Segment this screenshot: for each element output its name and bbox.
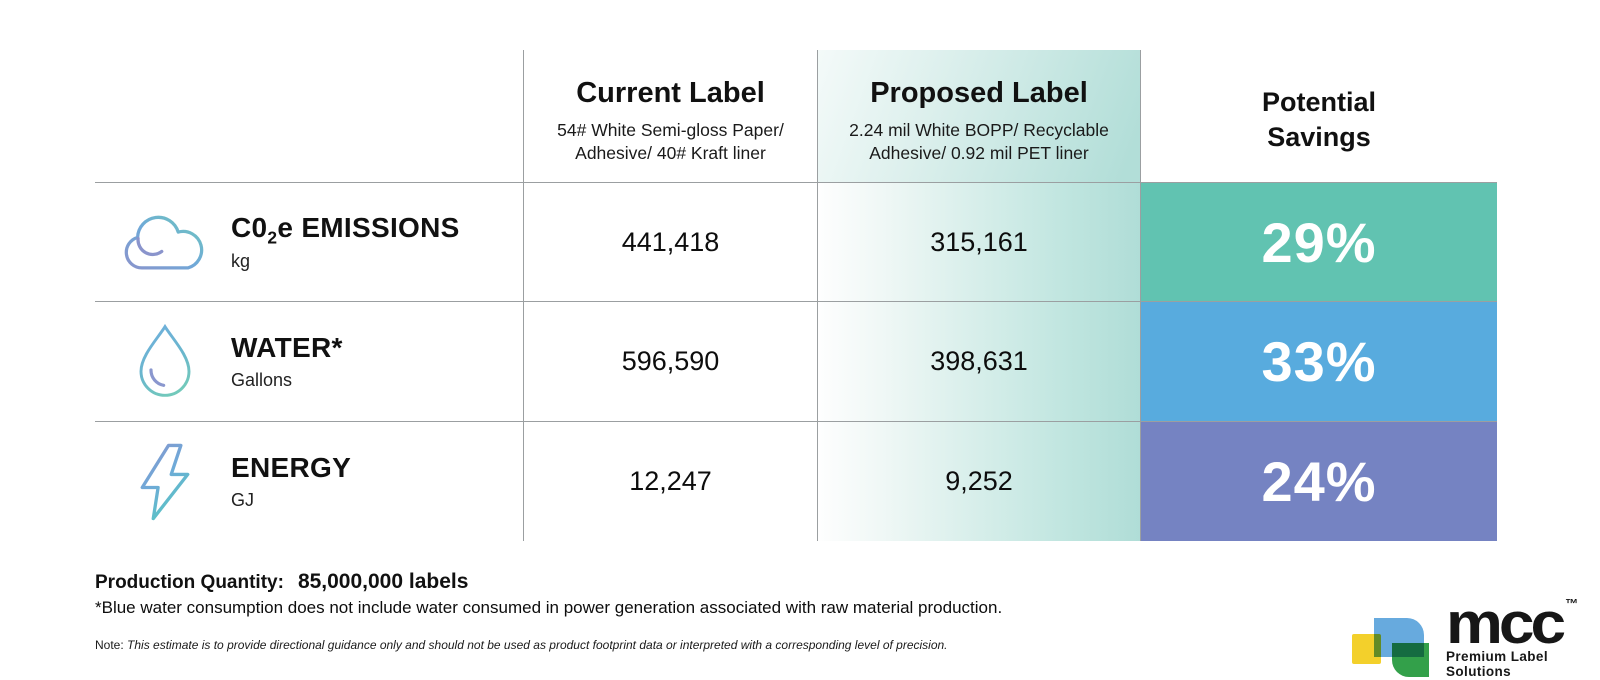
lightning-bolt-icon — [109, 442, 221, 522]
production-quantity-label: Production Quantity: — [95, 572, 284, 593]
water-savings-value: 33% — [1140, 302, 1497, 422]
emissions-savings-value: 29% — [1140, 183, 1497, 302]
table-row-emissions-label: C02e EMISSIONS kg — [95, 183, 523, 302]
table-row-energy-label: ENERGY GJ — [95, 422, 523, 541]
production-quantity-line: Production Quantity: 85,000,000 labels — [95, 570, 468, 594]
disclaimer-note: Note: This estimate is to provide direct… — [95, 638, 948, 652]
current-label-subtitle: 54# White Semi-gloss Paper/ Adhesive/ 40… — [557, 119, 784, 163]
header-spacer-cell — [95, 50, 523, 183]
water-drop-icon — [109, 322, 221, 402]
water-current-value: 596,590 — [523, 302, 817, 422]
water-footnote: *Blue water consumption does not include… — [95, 598, 1003, 617]
potential-savings-title: Potential Savings — [1261, 86, 1376, 152]
current-label-title: Current Label — [576, 77, 765, 110]
potential-savings-header: Potential Savings — [1140, 50, 1497, 183]
proposed-label-title: Proposed Label — [870, 77, 1088, 110]
row-label: ENERGY — [231, 451, 352, 483]
table-row-water-label: WATER* Gallons — [95, 302, 523, 422]
water-proposed-value: 398,631 — [817, 302, 1140, 422]
current-label-header: Current Label 54# White Semi-gloss Paper… — [523, 50, 817, 183]
trademark-symbol: ™ — [1565, 596, 1579, 611]
comparison-table: Current Label 54# White Semi-gloss Paper… — [95, 50, 1497, 541]
proposed-label-header: Proposed Label 2.24 mil White BOPP/ Recy… — [817, 50, 1140, 183]
logo-yellow-square — [1352, 634, 1381, 665]
row-unit: GJ — [231, 490, 255, 511]
row-unit: Gallons — [231, 370, 293, 391]
logo-green-square — [1392, 643, 1429, 678]
cloud-icon — [109, 205, 221, 279]
energy-proposed-value: 9,252 — [817, 422, 1140, 541]
proposed-label-subtitle: 2.24 mil White BOPP/ Recyclable Adhesive… — [849, 119, 1109, 163]
mcc-wordmark: mcc — [1446, 589, 1566, 656]
row-label: C02e EMISSIONS — [231, 212, 460, 248]
production-quantity-value: 85,000,000 labels — [297, 570, 469, 593]
mcc-logo: mcc ™ Premium Label Solutions — [1350, 589, 1600, 680]
emissions-proposed-value: 315,161 — [817, 183, 1140, 302]
mcc-logo-mark-icon — [1350, 616, 1434, 680]
row-unit: kg — [231, 250, 251, 271]
energy-savings-value: 24% — [1140, 422, 1497, 541]
emissions-current-value: 441,418 — [523, 183, 817, 302]
row-label: WATER* — [231, 331, 343, 363]
energy-current-value: 12,247 — [523, 422, 817, 541]
